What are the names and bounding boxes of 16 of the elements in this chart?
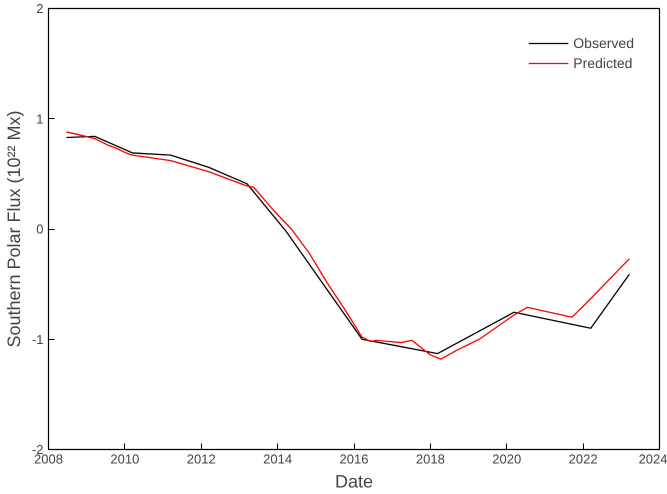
x-tick-label: 2020 (492, 452, 522, 466)
x-tick-label: 2018 (416, 452, 445, 466)
x-tick-label: 2010 (110, 452, 140, 466)
x-tick-label: 2012 (186, 452, 216, 466)
x-tick-label: 2022 (568, 452, 598, 466)
legend-label: Predicted (573, 55, 632, 71)
x-tick-label: 2024 (638, 452, 667, 466)
y-tick-label: -1 (32, 332, 44, 347)
y-tick-label: 2 (36, 1, 44, 16)
y-tick-label: 1 (36, 111, 44, 126)
x-tick-label: 2016 (340, 452, 368, 466)
legend-label: Observed (573, 35, 634, 51)
x-tick-label: 2014 (263, 452, 292, 466)
y-tick-label: 0 (36, 222, 44, 236)
y-axis-title: Southern Polar Flux (10²² Mx) (4, 110, 24, 348)
x-axis-title: Date (334, 472, 374, 492)
